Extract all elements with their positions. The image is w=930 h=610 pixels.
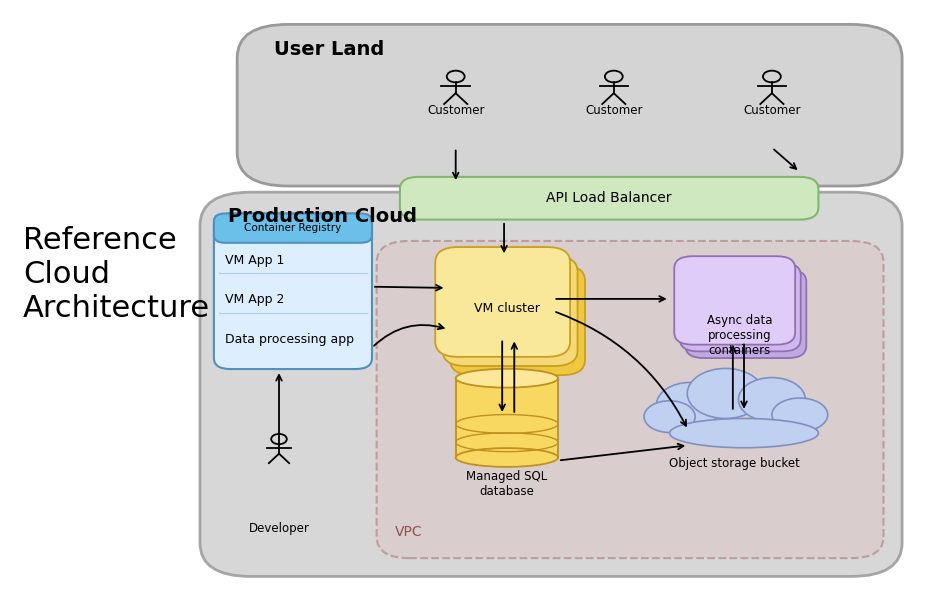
Ellipse shape xyxy=(738,378,805,422)
Text: VPC: VPC xyxy=(395,525,423,539)
FancyBboxPatch shape xyxy=(680,263,801,351)
Text: Customer: Customer xyxy=(427,104,485,117)
Text: VM App 2: VM App 2 xyxy=(225,293,285,306)
Ellipse shape xyxy=(644,401,696,432)
Text: Developer: Developer xyxy=(248,522,310,534)
FancyBboxPatch shape xyxy=(443,256,578,366)
FancyBboxPatch shape xyxy=(377,241,884,558)
Text: API Load Balancer: API Load Balancer xyxy=(547,192,671,205)
Text: Object storage bucket: Object storage bucket xyxy=(670,458,800,470)
Ellipse shape xyxy=(687,368,764,418)
Text: Container Registry: Container Registry xyxy=(245,223,341,233)
Ellipse shape xyxy=(657,382,724,426)
FancyBboxPatch shape xyxy=(685,270,806,358)
Bar xyxy=(456,378,558,458)
Ellipse shape xyxy=(456,369,558,387)
Text: Reference
Cloud
Architecture: Reference Cloud Architecture xyxy=(23,226,210,323)
FancyBboxPatch shape xyxy=(435,247,570,357)
Text: Managed SQL
database: Managed SQL database xyxy=(466,470,548,498)
Ellipse shape xyxy=(670,418,818,448)
Text: VM cluster: VM cluster xyxy=(474,302,539,315)
Text: Customer: Customer xyxy=(743,104,801,117)
FancyBboxPatch shape xyxy=(214,214,372,369)
FancyBboxPatch shape xyxy=(237,24,902,186)
Text: Customer: Customer xyxy=(585,104,643,117)
FancyBboxPatch shape xyxy=(450,265,585,375)
Text: Production Cloud: Production Cloud xyxy=(228,207,417,226)
Ellipse shape xyxy=(456,448,558,467)
FancyBboxPatch shape xyxy=(400,177,818,220)
Text: User Land: User Land xyxy=(274,40,385,59)
FancyBboxPatch shape xyxy=(214,214,372,243)
Text: Async data
processing
containers: Async data processing containers xyxy=(707,314,772,357)
Text: VM App 1: VM App 1 xyxy=(225,254,285,267)
FancyBboxPatch shape xyxy=(674,256,795,345)
Ellipse shape xyxy=(772,398,828,432)
FancyBboxPatch shape xyxy=(200,192,902,576)
Text: Data processing app: Data processing app xyxy=(225,333,354,346)
